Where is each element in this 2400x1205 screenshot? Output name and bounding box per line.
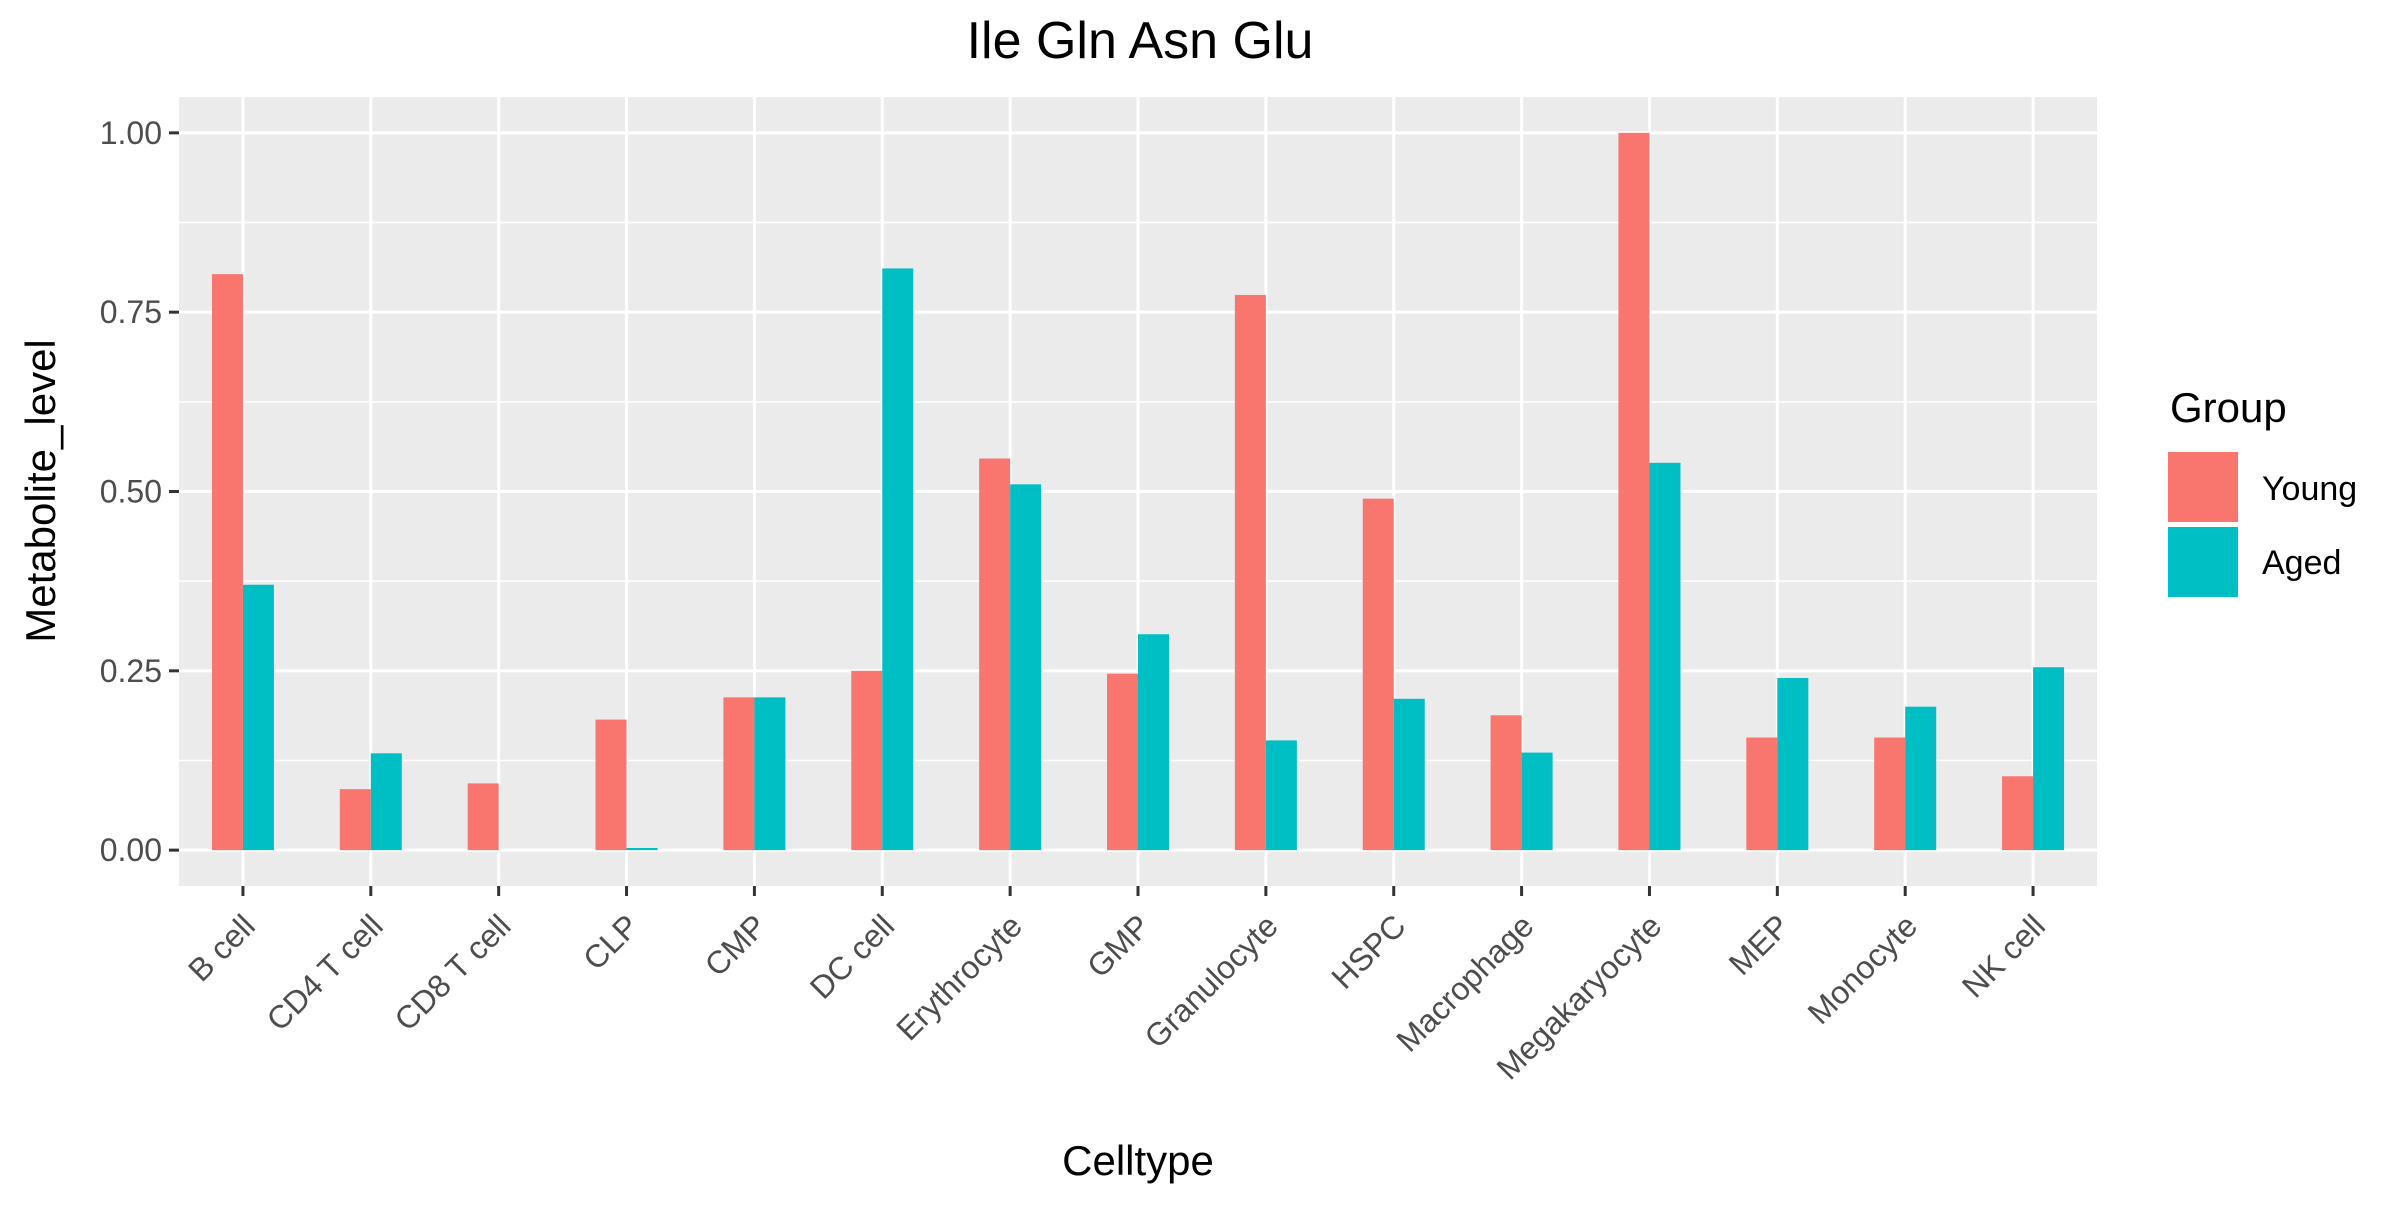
x-tick-label: DC cell <box>803 907 901 1005</box>
bar-aged-cd4-t-cell <box>370 753 402 851</box>
legend: Group Young Aged <box>2168 384 2357 597</box>
bar-young-b-cell <box>211 274 243 851</box>
bar-young-macrophage <box>1490 715 1522 851</box>
bar-aged-megakaryocyte <box>1649 462 1681 851</box>
x-tick-label: CD4 T cell <box>259 907 389 1037</box>
bar-young-erythrocyte <box>979 458 1011 851</box>
y-tick-label: 1.00 <box>100 115 162 151</box>
y-axis: 0.00 0.25 0.50 0.75 1.00 <box>100 115 179 868</box>
y-tick-label: 0.50 <box>100 474 162 510</box>
bar-aged-monocyte <box>1905 706 1937 851</box>
x-tick-label: HSPC <box>1324 907 1412 995</box>
x-tick-label: GMP <box>1080 907 1157 984</box>
legend-title: Group <box>2170 384 2287 431</box>
x-axis-label: Celltype <box>1062 1137 1214 1184</box>
bar-aged-mep <box>1777 677 1809 851</box>
legend-label-young: Young <box>2262 470 2357 508</box>
bar-aged-dc-cell <box>882 268 914 851</box>
y-tick-label: 0.00 <box>100 832 162 868</box>
bar-aged-clp <box>626 847 658 851</box>
y-tick-label: 0.25 <box>100 653 162 689</box>
bar-aged-cmp <box>754 697 786 851</box>
bar-young-cd4-t-cell <box>339 789 371 851</box>
bar-aged-granulocyte <box>1265 740 1297 851</box>
bar-aged-gmp <box>1138 634 1169 851</box>
x-tick-label: CLP <box>576 907 645 976</box>
bar-young-dc-cell <box>851 670 883 851</box>
chart-title: Ile Gln Asn Glu <box>967 12 1314 70</box>
bar-young-clp <box>595 719 627 851</box>
x-tick-label: MEP <box>1722 907 1796 981</box>
legend-label-aged: Aged <box>2262 544 2341 582</box>
bar-aged-nk-cell <box>2033 667 2065 851</box>
bar-young-mep <box>1746 737 1778 851</box>
bars-layer <box>211 132 2065 851</box>
x-tick-label: CD8 T cell <box>387 907 517 1037</box>
bar-young-cmp <box>723 697 755 851</box>
bar-young-granulocyte <box>1234 294 1266 851</box>
x-tick-label: CMP <box>698 907 774 983</box>
bar-young-nk-cell <box>2002 776 2034 851</box>
bar-aged-b-cell <box>242 584 274 851</box>
x-tick-label: B cell <box>181 907 262 988</box>
x-tick-label: Erythrocyte <box>889 907 1029 1047</box>
bar-young-cd8-t-cell <box>467 783 499 851</box>
y-tick-label: 0.75 <box>100 294 162 330</box>
x-tick-label: Granulocyte <box>1137 907 1284 1054</box>
bar-aged-hspc <box>1393 698 1425 851</box>
bar-young-hspc <box>1362 498 1394 851</box>
bar-young-megakaryocyte <box>1618 132 1650 851</box>
y-axis-label: Metabolite_level <box>17 339 64 643</box>
legend-key-young <box>2168 452 2238 522</box>
x-tick-label: NK cell <box>1955 907 2052 1004</box>
legend-key-aged <box>2168 527 2238 597</box>
bar-aged-macrophage <box>1521 752 1553 851</box>
bar-young-gmp <box>1107 673 1138 851</box>
bar-young-monocyte <box>1874 737 1906 851</box>
x-tick-label: Monocyte <box>1801 907 1925 1031</box>
bar-aged-erythrocyte <box>1010 484 1042 851</box>
